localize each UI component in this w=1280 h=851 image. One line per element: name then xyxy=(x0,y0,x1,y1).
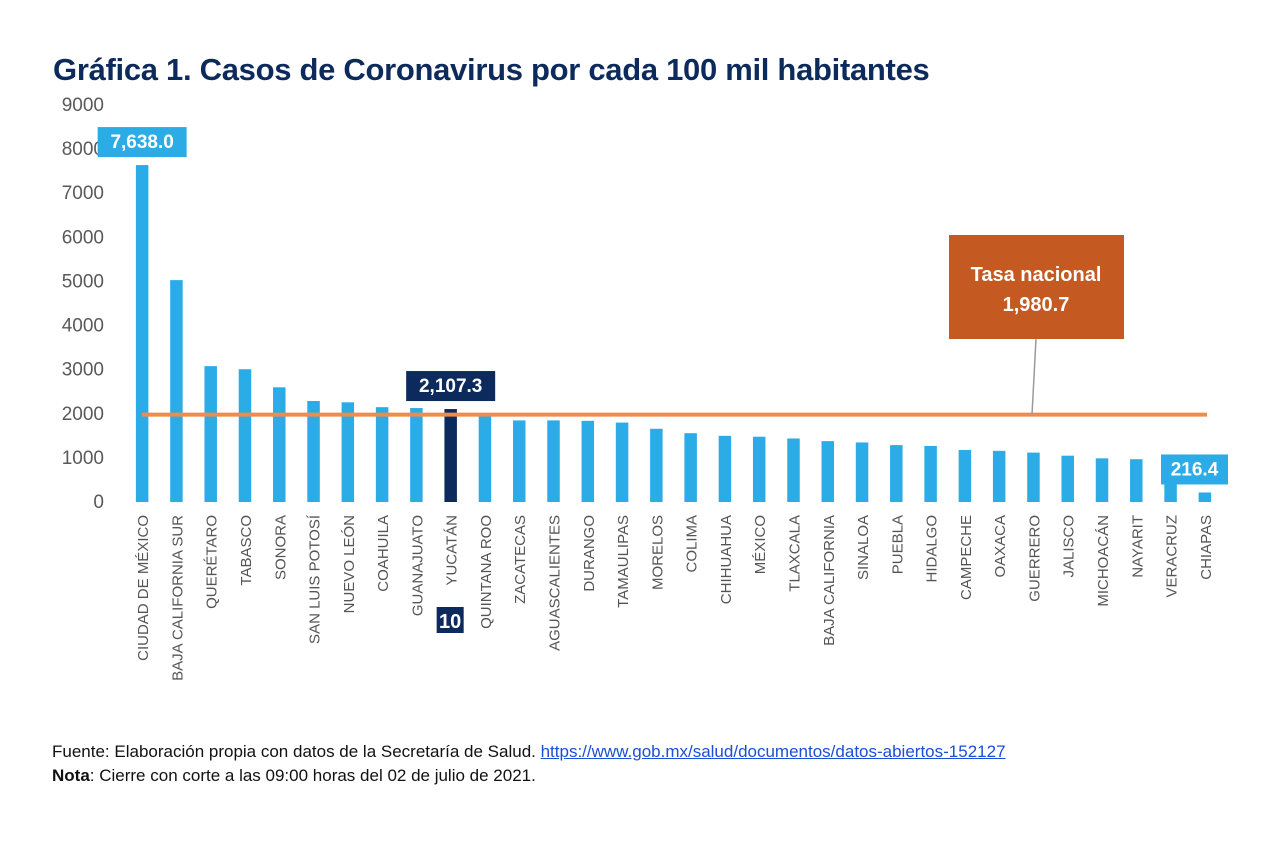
category-label: SINALOA xyxy=(855,515,872,580)
category-label: CHIAPAS xyxy=(1198,515,1215,580)
category-label: GUANAJUATO xyxy=(409,515,426,616)
y-tick-label: 7000 xyxy=(62,183,104,204)
value-label-bg xyxy=(97,127,187,158)
source-link[interactable]: https://www.gob.mx/salud/documentos/dato… xyxy=(540,742,1006,761)
bar-29 xyxy=(1130,459,1143,502)
category-label: HIDALGO xyxy=(924,515,941,583)
bar-2 xyxy=(204,366,217,502)
source-note: Fuente: Elaboración propia con datos de … xyxy=(52,742,1006,762)
category-label: AGUASCALIENTES xyxy=(547,515,564,651)
bar-15 xyxy=(650,428,663,502)
y-tick-label: 4000 xyxy=(62,316,104,337)
national-rate-callout xyxy=(949,235,1124,339)
category-label: SAN LUIS POTOSÍ xyxy=(307,514,324,644)
y-tick-label: 9000 xyxy=(62,95,104,116)
category-label: COLIMA xyxy=(684,515,701,573)
bar-31 xyxy=(1198,492,1212,502)
note-text: : Cierre con corte a las 09:00 horas del… xyxy=(89,766,536,785)
category-label: NAYARIT xyxy=(1129,515,1146,578)
bar-20 xyxy=(821,441,835,502)
y-tick-label: 1000 xyxy=(62,448,104,469)
bar-21 xyxy=(855,442,869,502)
category-label: SONORA xyxy=(272,515,289,580)
category-label: YUCATÁN xyxy=(444,515,461,586)
category-label: TABASCO xyxy=(238,515,255,586)
y-tick-label: 2000 xyxy=(62,404,104,425)
value-label-bg xyxy=(406,371,496,402)
y-tick-label: 3000 xyxy=(62,360,104,381)
national-rate-value: 1,980.7 xyxy=(1003,294,1070,316)
bar-8 xyxy=(410,408,423,502)
category-label: MICHOACÁN xyxy=(1095,515,1112,607)
rank-badge-label: 10 xyxy=(439,611,461,633)
category-label: ZACATECAS xyxy=(512,515,529,604)
bar-10 xyxy=(478,415,492,502)
bar-25 xyxy=(992,450,1006,502)
source-prefix: Fuente: Elaboración propia con datos de … xyxy=(52,742,541,761)
bar-18 xyxy=(752,436,766,502)
category-label: CAMPECHE xyxy=(958,515,975,600)
category-label: VERACRUZ xyxy=(1164,515,1181,598)
callout-connector xyxy=(1031,338,1037,415)
category-label: QUERÉTARO xyxy=(204,515,221,609)
category-label: BAJA CALIFORNIA xyxy=(821,515,838,646)
value-label: 216.4 xyxy=(1171,459,1219,480)
bar-9 xyxy=(444,409,457,502)
y-tick-label: 0 xyxy=(93,492,104,513)
bar-13 xyxy=(581,420,595,502)
note-label: Nota xyxy=(52,766,90,785)
bar-6 xyxy=(341,402,355,502)
bar-22 xyxy=(890,445,903,502)
category-label: CHIHUAHUA xyxy=(718,515,735,604)
category-label: TAMAULIPAS xyxy=(615,515,632,608)
bar-16 xyxy=(684,433,697,502)
bar-23 xyxy=(924,445,937,502)
y-tick-label: 8000 xyxy=(62,139,104,160)
category-label: PUEBLA xyxy=(889,515,906,574)
category-label: COAHUILA xyxy=(375,515,392,592)
category-label: DURANGO xyxy=(581,515,598,592)
bar-19 xyxy=(787,438,800,502)
national-rate-label: Tasa nacional xyxy=(971,264,1102,286)
bar-1 xyxy=(170,280,183,502)
bar-3 xyxy=(238,369,252,502)
bar-12 xyxy=(547,420,560,502)
value-label: 7,638.0 xyxy=(110,132,173,153)
bar-26 xyxy=(1027,452,1040,502)
bar-4 xyxy=(273,387,286,502)
bar-0 xyxy=(135,165,149,502)
rank-badge xyxy=(436,607,464,633)
bar-28 xyxy=(1095,458,1109,502)
category-label: BAJA CALIFORNIA SUR xyxy=(169,515,186,681)
category-label: CIUDAD DE MÉXICO xyxy=(135,515,152,661)
category-label: QUINTANA ROO xyxy=(478,515,495,629)
value-label: 2,107.3 xyxy=(419,376,482,397)
y-tick-label: 6000 xyxy=(62,227,104,248)
value-label-bg xyxy=(1161,454,1228,485)
bar-27 xyxy=(1061,455,1074,502)
cutoff-note: Nota: Cierre con corte a las 09:00 horas… xyxy=(52,766,536,786)
bar-14 xyxy=(615,422,629,502)
category-label: GUERRERO xyxy=(1026,515,1043,602)
category-label: NUEVO LEÓN xyxy=(341,515,358,613)
bar-11 xyxy=(512,420,526,502)
y-tick-label: 5000 xyxy=(62,271,104,292)
category-label: TLAXCALA xyxy=(786,515,803,592)
category-label: OAXACA xyxy=(992,515,1009,578)
chart-title: Gráfica 1. Casos de Coronavirus por cada… xyxy=(53,52,930,87)
bar-7 xyxy=(375,407,389,502)
category-label: MORELOS xyxy=(649,515,666,590)
bar-17 xyxy=(718,435,732,502)
bar-5 xyxy=(307,400,320,502)
category-label: MÉXICO xyxy=(752,515,769,574)
category-label: JALISCO xyxy=(1061,515,1078,578)
bar-24 xyxy=(958,449,972,502)
